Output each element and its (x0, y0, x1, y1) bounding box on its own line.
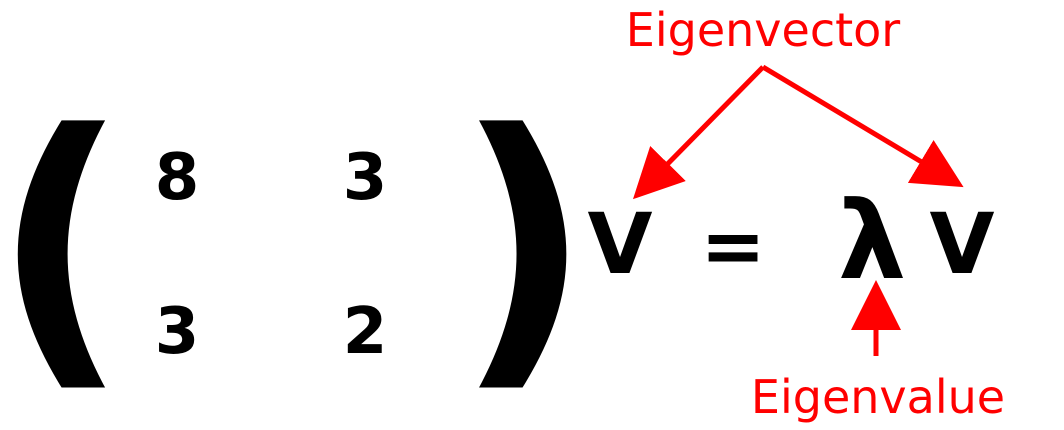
vector-v-left: V (587, 195, 653, 293)
matrix-entry-r2c2: 2 (342, 295, 388, 369)
eigenvalue-label: Eigenvalue (750, 370, 1006, 424)
matrix-entry-r1c2: 3 (342, 141, 388, 215)
matrix-right-parenthesis: ) (455, 70, 593, 419)
lambda-symbol: λ (837, 179, 907, 304)
eigenvector-arrow-to-left-v (632, 65, 765, 200)
matrix-entry-r2c1: 3 (154, 295, 200, 369)
eigenvector-label: Eigenvector (625, 3, 901, 57)
vector-v-right: V (929, 195, 995, 293)
matrix-entry-r1c1: 8 (154, 141, 200, 215)
matrix-left-parenthesis: ( (0, 70, 130, 419)
equals-sign: = (700, 202, 766, 292)
eigenvector-arrow-to-right-v (761, 64, 964, 188)
